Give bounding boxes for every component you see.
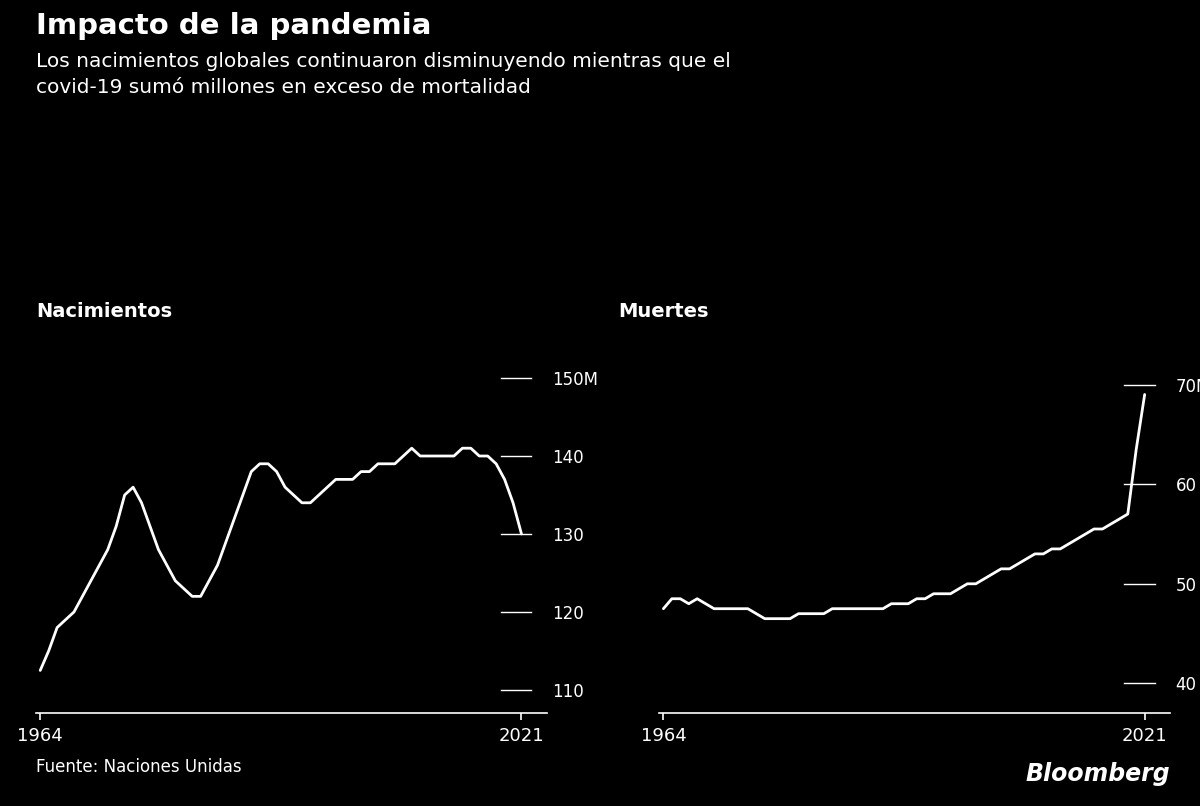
Text: Bloomberg: Bloomberg — [1025, 762, 1170, 786]
Text: Impacto de la pandemia: Impacto de la pandemia — [36, 12, 431, 40]
Text: Fuente: Naciones Unidas: Fuente: Naciones Unidas — [36, 758, 241, 775]
Text: Nacimientos: Nacimientos — [36, 302, 172, 322]
Text: Los nacimientos globales continuaron disminuyendo mientras que el
covid-19 sumó : Los nacimientos globales continuaron dis… — [36, 52, 731, 98]
Text: Muertes: Muertes — [618, 302, 708, 322]
